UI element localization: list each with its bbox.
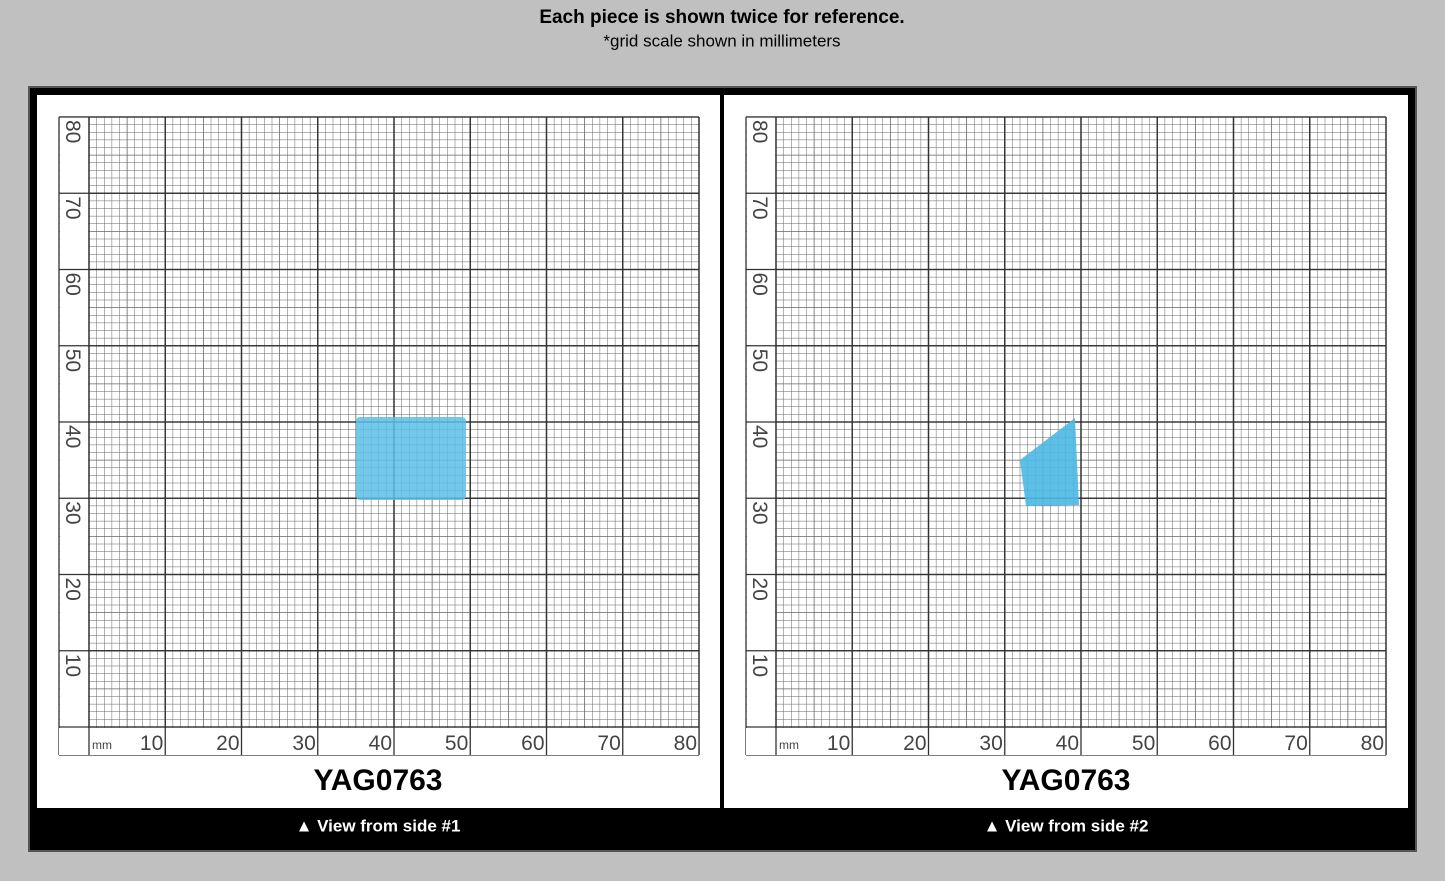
y-tick-label: 60 [748,273,771,296]
x-tick-label: 40 [1056,732,1079,755]
view-caption: ▲ View from side #2 [984,816,1149,835]
stone [356,417,466,500]
x-tick-label: 60 [1208,732,1231,755]
piece-label: YAG0763 [314,764,443,797]
x-tick-label: 60 [521,732,544,755]
x-tick-label: 70 [1284,732,1307,755]
x-tick-label: 50 [1132,732,1155,755]
y-tick-label: 60 [61,273,84,296]
y-tick-label: 10 [748,654,771,677]
y-tick-label: 40 [61,425,84,448]
x-tick-label: 80 [1361,732,1384,755]
x-tick-label: 10 [827,732,850,755]
x-tick-label: 20 [216,732,239,755]
y-tick-label: 30 [61,501,84,524]
y-tick-label: 70 [61,196,84,219]
x-tick-label: 70 [597,732,620,755]
stone [1020,418,1079,506]
y-tick-label: 40 [748,425,771,448]
x-tick-label: 30 [979,732,1002,755]
x-tick-label: 40 [369,732,392,755]
x-tick-label: 30 [292,732,315,755]
y-tick-label: 20 [748,578,771,601]
y-tick-label: 80 [61,120,84,143]
axis-strip [60,117,88,755]
x-tick-label: 20 [903,732,926,755]
x-tick-label: 50 [445,732,468,755]
grid-panel: mm 10 20 30 40 50 60 70 80 10 20 30 40 50 60 70 80 [745,116,1387,756]
x-tick-label: 80 [674,732,697,755]
y-tick-label: 80 [748,120,771,143]
grid-panel: mm 10 20 30 40 50 60 70 80 10 20 30 40 50 60 70 80 [58,116,700,756]
y-tick-label: 50 [61,349,84,372]
unit-label: mm [779,738,799,752]
title: Each piece is shown twice for reference. [539,7,904,28]
view-caption: ▲ View from side #1 [296,816,461,835]
y-tick-label: 20 [61,578,84,601]
x-tick-label: 10 [140,732,163,755]
y-tick-label: 70 [748,196,771,219]
y-tick-label: 50 [748,349,771,372]
y-tick-label: 30 [748,501,771,524]
unit-label: mm [92,738,112,752]
subtitle: *grid scale shown in millimeters [603,31,840,50]
y-tick-label: 10 [61,654,84,677]
axis-strip [747,117,775,755]
piece-label: YAG0763 [1002,764,1131,797]
